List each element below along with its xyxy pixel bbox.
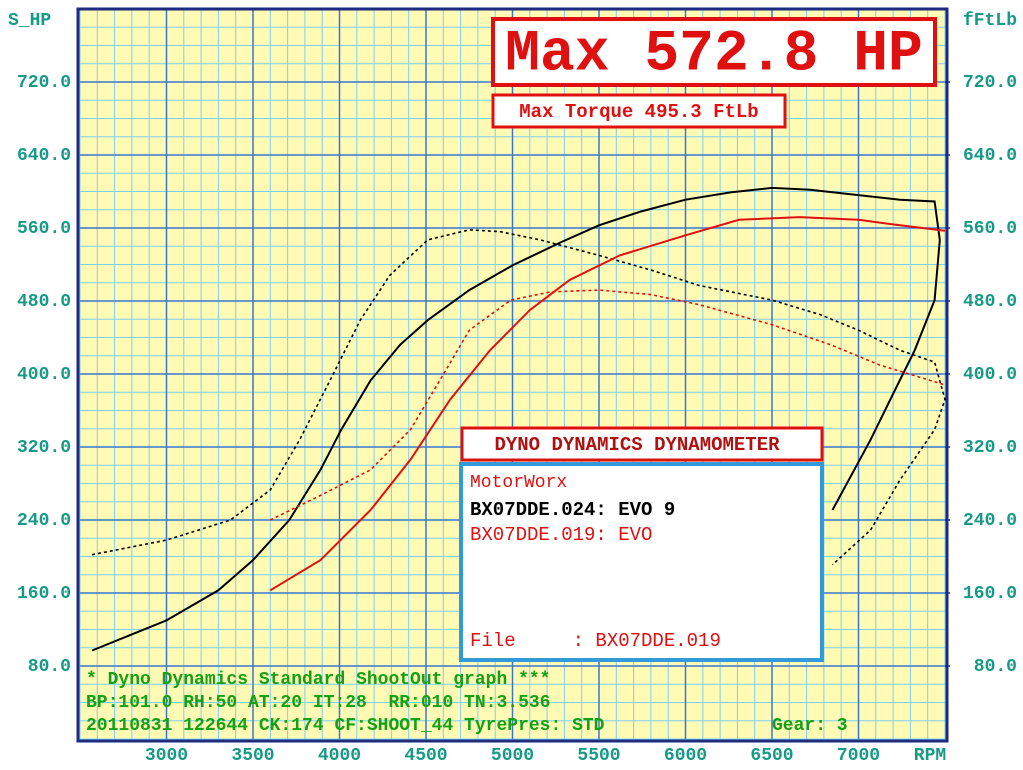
legend-entry: BX07DDE.024: EVO 9: [470, 499, 675, 521]
legend-entry: BX07DDE.019: EVO: [470, 524, 652, 546]
max-torque-box: [491, 93, 787, 129]
y2-tick-label: 80.0: [974, 657, 1017, 677]
curves: [91, 186, 946, 652]
x-tick-label: 5500: [577, 746, 620, 766]
y2-axis-label: fFtLb: [963, 11, 1017, 31]
legend: [459, 462, 824, 662]
legend-title: MotorWorx: [470, 473, 567, 493]
y-tick-label: 80.0: [28, 657, 71, 677]
footer-line: 20110831 122644 CK:174 CF:SHOOT_44 TyreP…: [86, 716, 605, 736]
y-tick-label: 640.0: [17, 146, 71, 166]
y-tick-label: 560.0: [17, 219, 71, 239]
y2-tick-label: 160.0: [963, 584, 1017, 604]
x-tick-label: 6500: [750, 746, 793, 766]
x-tick-label: 3000: [145, 746, 188, 766]
gear: Gear: 3: [772, 716, 848, 736]
y-tick-label: 480.0: [17, 292, 71, 312]
x-tick-label: 5000: [491, 746, 534, 766]
max-hp-box: [491, 17, 937, 87]
power-curve: [91, 186, 941, 652]
y-tick-label: 720.0: [17, 73, 71, 93]
torque-curve: [91, 228, 946, 566]
dyno-box: [460, 426, 824, 462]
y-tick-label: 320.0: [17, 438, 71, 458]
y2-tick-label: 640.0: [963, 146, 1017, 166]
y2-tick-label: 400.0: [963, 365, 1017, 385]
x-axis-label: RPM: [914, 746, 946, 766]
chart-subtitle: Max Torque 495.3 FtLb: [519, 101, 758, 123]
power-curve: [269, 216, 946, 592]
plot-border: [76, 7, 949, 743]
y2-tick-label: 480.0: [963, 292, 1017, 312]
y2-tick-label: 240.0: [963, 511, 1017, 531]
x-tick-label: 7000: [837, 746, 880, 766]
x-tick-label: 3500: [231, 746, 274, 766]
y-tick-label: 400.0: [17, 365, 71, 385]
y2-tick-label: 560.0: [963, 219, 1017, 239]
y2-tick-label: 320.0: [963, 438, 1017, 458]
y-axis-label: S_HP: [8, 11, 51, 31]
y2-tick-label: 720.0: [963, 73, 1017, 93]
x-tick-label: 6000: [664, 746, 707, 766]
file-line: File : BX07DDE.019: [470, 630, 721, 652]
dyno-title: DYNO DYNAMICS DYNAMOMETER: [494, 434, 780, 456]
x-tick-label: 4000: [318, 746, 361, 766]
x-tick-label: 4500: [404, 746, 447, 766]
y-tick-label: 240.0: [17, 511, 71, 531]
y-tick-label: 160.0: [17, 584, 71, 604]
footer-line: BP:101.0 RH:50 AT:20 IT:28 RR:010 TN:3.5…: [86, 693, 550, 713]
torque-curve: [269, 289, 946, 521]
footer-line: * Dyno Dynamics Standard ShootOut graph …: [86, 670, 550, 690]
chart-title: Max 572.8 HP: [505, 22, 923, 87]
